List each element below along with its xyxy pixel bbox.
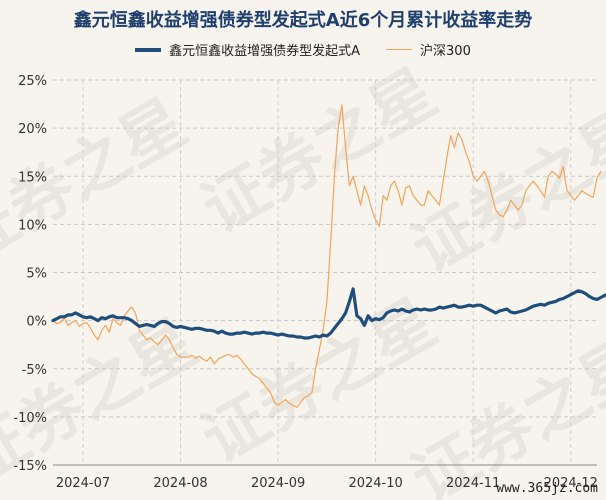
y-tick-label: 15% xyxy=(18,170,47,185)
legend-label-fund: 鑫元恒鑫收益增强债券型发起式A xyxy=(169,44,361,59)
gridlines xyxy=(53,79,597,466)
y-tick-label: -5% xyxy=(22,363,47,378)
legend-swatch-csi300 xyxy=(386,49,413,50)
x-tick-label: 2024-11 xyxy=(446,476,500,491)
watermark-footer: www.365jz.com xyxy=(496,481,598,496)
legend-label-csi300: 沪深300 xyxy=(420,44,471,59)
y-tick-label: 0% xyxy=(26,315,47,330)
x-tick-label: 2024-08 xyxy=(153,476,207,491)
y-tick-label: 10% xyxy=(18,218,47,233)
series-line-csi300 xyxy=(52,104,602,408)
legend-item-fund[interactable]: 鑫元恒鑫收益增强债券型发起式A xyxy=(135,40,360,59)
x-tick-label: 2024-09 xyxy=(251,476,305,491)
series-lines xyxy=(51,104,606,408)
x-tick-label: 2024-12 xyxy=(544,476,598,491)
axes: 25% 20% 15% 10% 5% 0% -5% -10% -15% 2024-07 2024-0… xyxy=(13,74,597,491)
x-tick-label: 2024-07 xyxy=(56,476,110,491)
y-tick-label: -10% xyxy=(13,411,47,426)
legend-swatch-fund xyxy=(135,47,162,52)
series-line-fund xyxy=(51,287,606,340)
x-tick-label: 2024-10 xyxy=(348,476,402,491)
chart-title: 鑫元恒鑫收益增强债券型发起式A近6个月累计收益率走势 xyxy=(73,10,533,31)
legend-item-csi300[interactable]: 沪深300 xyxy=(386,40,471,59)
y-tick-label: 5% xyxy=(26,267,47,282)
y-tick-label: -15% xyxy=(13,459,47,474)
y-tick-label: 20% xyxy=(18,122,47,137)
legend: 鑫元恒鑫收益增强债券型发起式A 沪深300 xyxy=(0,40,606,59)
y-tick-label: 25% xyxy=(18,74,47,89)
